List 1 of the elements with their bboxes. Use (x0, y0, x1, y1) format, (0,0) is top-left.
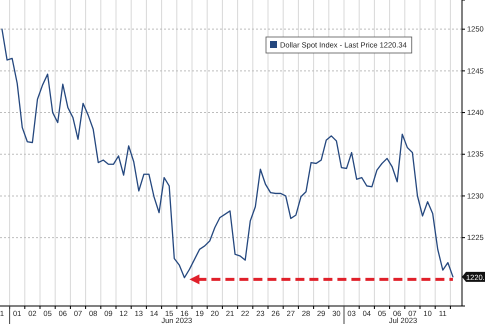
line-series (1, 28, 454, 278)
